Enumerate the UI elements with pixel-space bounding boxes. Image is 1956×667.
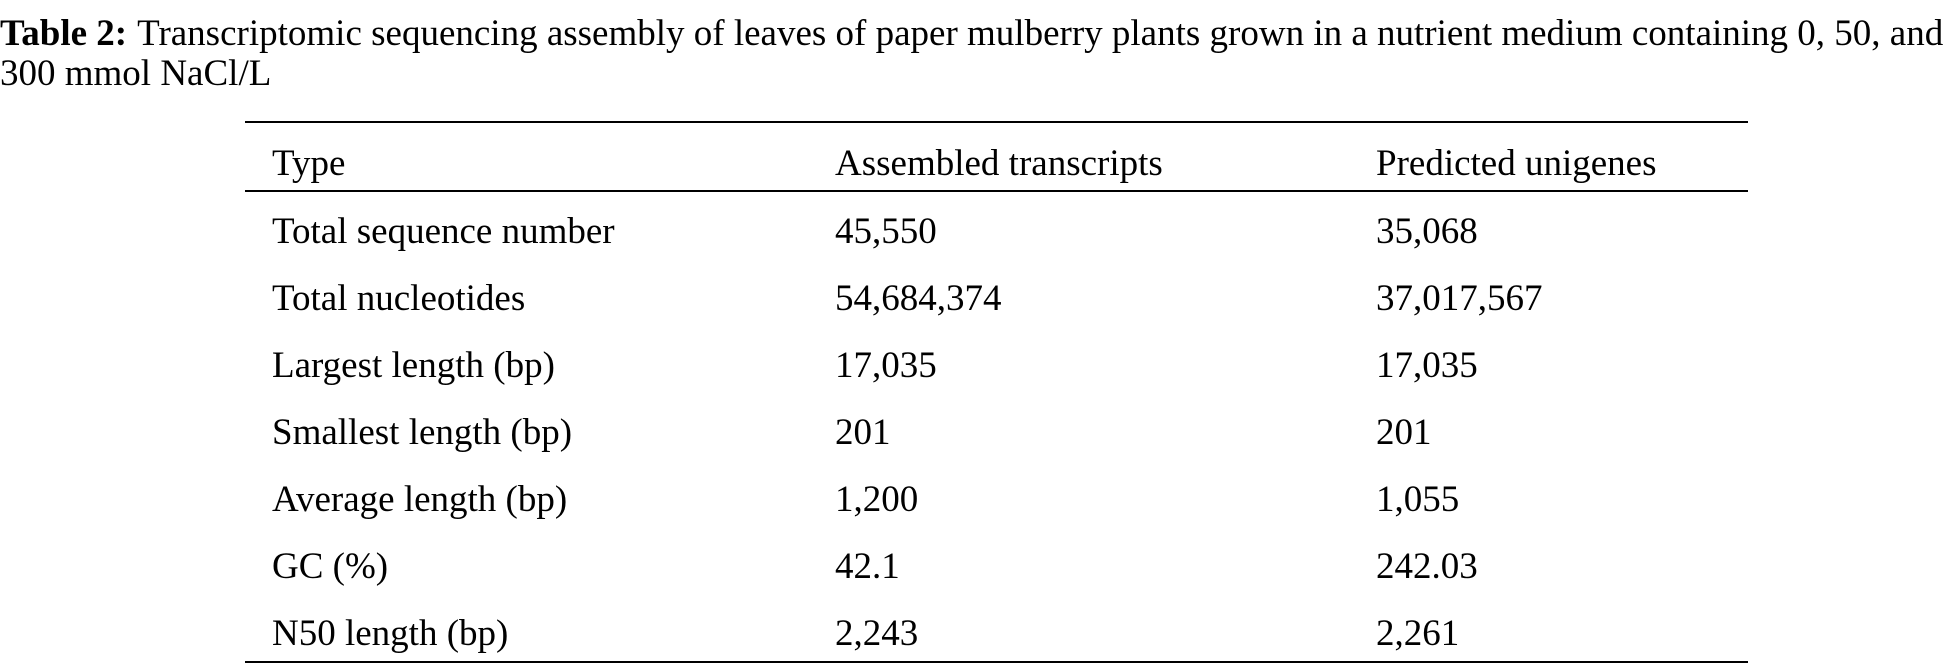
table-caption: Table 2: Transcriptomic sequencing assemb… <box>0 14 1956 94</box>
header-rule <box>245 190 1748 192</box>
caption-text: Transcriptomic sequencing assembly of le… <box>0 13 1944 94</box>
caption-label: Table 2: <box>0 13 128 54</box>
row-label: Total nucleotides <box>272 278 526 319</box>
table-cell: 17,035 <box>835 345 937 386</box>
table-cell: 17,035 <box>1376 345 1478 386</box>
column-header: Assembled transcripts <box>835 143 1163 184</box>
row-label: Average length (bp) <box>272 479 568 520</box>
table-cell: 42.1 <box>835 546 900 587</box>
row-label: N50 length (bp) <box>272 613 509 654</box>
row-label: Smallest length (bp) <box>272 412 573 453</box>
top-rule <box>245 121 1748 123</box>
row-label: Largest length (bp) <box>272 345 555 386</box>
table-cell: 54,684,374 <box>835 278 1002 319</box>
row-label: Total sequence number <box>272 211 615 252</box>
table-cell: 45,550 <box>835 211 937 252</box>
column-header: Predicted unigenes <box>1376 143 1657 184</box>
table-cell: 201 <box>835 412 891 453</box>
table-cell: 35,068 <box>1376 211 1478 252</box>
row-label: GC (%) <box>272 546 389 587</box>
table-cell: 37,017,567 <box>1376 278 1543 319</box>
column-header: Type <box>272 143 346 184</box>
table-cell: 2,243 <box>835 613 919 654</box>
table-cell: 1,200 <box>835 479 919 520</box>
table-cell: 201 <box>1376 412 1432 453</box>
table-cell: 242.03 <box>1376 546 1478 587</box>
table-cell: 1,055 <box>1376 479 1460 520</box>
table-cell: 2,261 <box>1376 613 1460 654</box>
bottom-rule <box>245 661 1748 663</box>
